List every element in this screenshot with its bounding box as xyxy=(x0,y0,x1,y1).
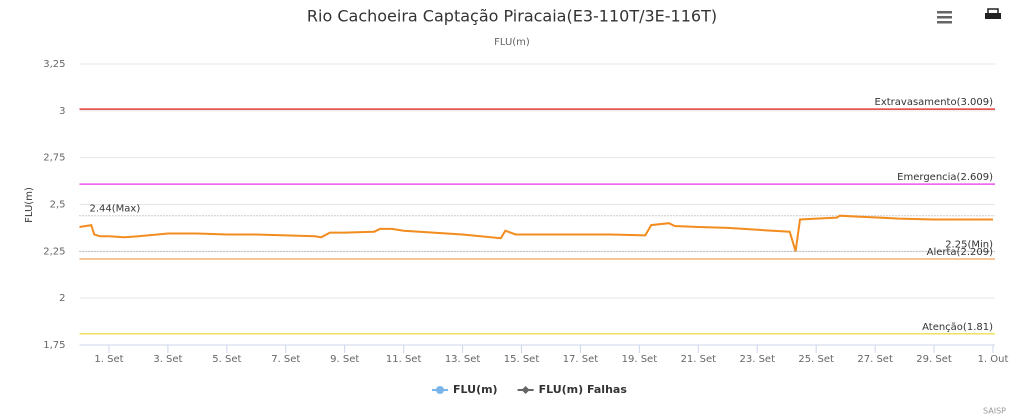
legend-marker xyxy=(436,386,444,394)
x-tick-label: 19. Set xyxy=(622,354,658,365)
y-tick-label: 3,25 xyxy=(43,59,65,70)
legend-item[interactable]: FLU(m) xyxy=(432,383,498,396)
x-tick-label: 21. Set xyxy=(681,354,717,365)
x-tick-label: 13. Set xyxy=(445,354,481,365)
y-tick-label: 2,25 xyxy=(43,246,65,257)
legend-item[interactable]: FLU(m) Falhas xyxy=(517,383,628,396)
x-tick-label: 11. Set xyxy=(386,354,422,365)
menu-icon[interactable] xyxy=(937,11,952,24)
x-tick-label: 23. Set xyxy=(740,354,776,365)
y-tick-label: 2,5 xyxy=(50,200,66,211)
plot-line-label: 2.25(Min) xyxy=(945,239,993,250)
x-tick-label: 3. Set xyxy=(153,354,182,365)
plot-line-label: Atenção(1.81) xyxy=(922,322,993,333)
plot-line-label: Emergencia(2.609) xyxy=(897,172,993,183)
legend-marker xyxy=(521,386,530,394)
x-tick-label: 15. Set xyxy=(504,354,540,365)
series-line xyxy=(79,214,993,252)
legend-label: FLU(m) Falhas xyxy=(539,383,628,396)
x-tick-label: 29. Set xyxy=(916,354,952,365)
chart-title: Rio Cachoeira Captação Piracaia(E3-110T/… xyxy=(307,7,717,26)
plot-line-label: 2.44(Max) xyxy=(90,204,141,215)
x-tick-label: 5. Set xyxy=(212,354,241,365)
y-tick-label: 2 xyxy=(59,293,65,304)
chart-subtitle: FLU(m) xyxy=(494,37,530,48)
credits: SAISP xyxy=(983,407,1006,416)
x-tick-label: 1. Out xyxy=(978,354,1009,365)
y-axis-title: FLU(m) xyxy=(24,187,35,223)
legend-label: FLU(m) xyxy=(453,383,498,396)
x-tick-label: 27. Set xyxy=(857,354,893,365)
x-tick-label: 1. Set xyxy=(94,354,123,365)
x-tick-label: 9. Set xyxy=(330,354,359,365)
x-tick-label: 7. Set xyxy=(271,354,300,365)
y-tick-label: 2,75 xyxy=(43,153,65,164)
plot-line-label: Alerta(2.209) xyxy=(927,247,993,258)
y-tick-label: 3 xyxy=(59,106,65,117)
x-tick-label: 25. Set xyxy=(798,354,834,365)
y-tick-label: 1,75 xyxy=(43,340,65,351)
print-icon[interactable] xyxy=(985,8,1001,19)
x-tick-label: 17. Set xyxy=(563,354,599,365)
plot-line-label: Extravasamento(3.009) xyxy=(875,97,994,108)
